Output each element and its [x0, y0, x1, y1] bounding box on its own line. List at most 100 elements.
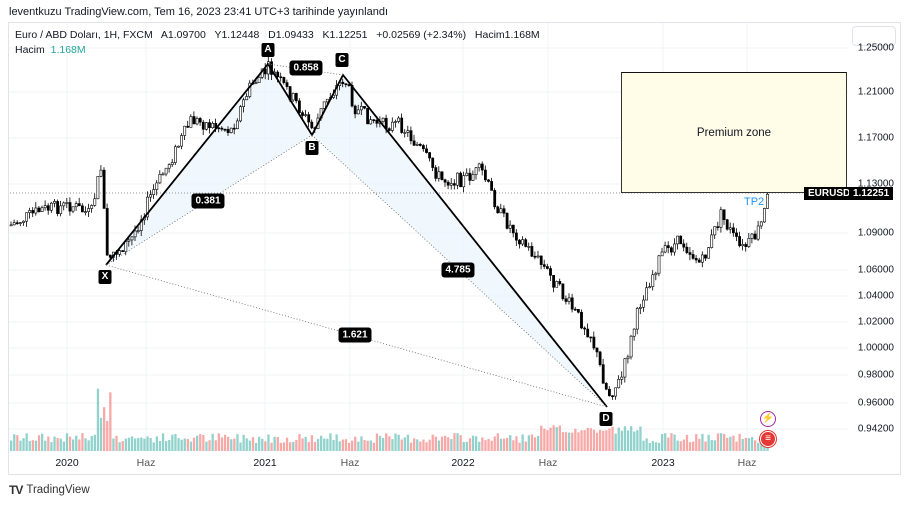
- volume-bar: [552, 425, 555, 451]
- time-tick: Haz: [136, 457, 156, 469]
- volume-bar: [202, 434, 205, 451]
- candle: [449, 183, 453, 186]
- candle: [431, 157, 435, 168]
- candle: [552, 275, 556, 288]
- candle: [297, 100, 301, 113]
- volume-bar: [236, 434, 239, 451]
- candle: [663, 245, 667, 253]
- volume-bar: [310, 435, 313, 451]
- volume-bar: [152, 442, 155, 451]
- time-tick: Haz: [538, 457, 558, 469]
- candle: [490, 181, 494, 191]
- volume-bar: [413, 438, 416, 451]
- candle: [638, 306, 642, 309]
- volume-bar: [106, 420, 109, 451]
- candle: [468, 172, 472, 181]
- volume-bar: [648, 442, 651, 451]
- candle: [425, 148, 428, 153]
- candle: [725, 219, 729, 230]
- volume-bar: [307, 441, 310, 451]
- candle: [682, 243, 686, 248]
- premium-zone[interactable]: Premium zone: [621, 72, 847, 193]
- candle: [77, 203, 81, 207]
- volume-bar: [537, 435, 540, 451]
- candle: [505, 212, 509, 229]
- volume-bar: [757, 442, 760, 451]
- candle: [369, 119, 373, 125]
- tradingview-logo[interactable]: TV TradingView: [9, 483, 90, 497]
- candle: [211, 123, 215, 129]
- candle: [96, 176, 100, 200]
- candle: [731, 227, 735, 234]
- candle: [248, 82, 252, 97]
- candle: [446, 181, 450, 186]
- volume-bar: [453, 433, 456, 451]
- price-tick: 0.94200: [857, 423, 894, 435]
- volume-bar: [754, 440, 757, 451]
- us-flag-icon[interactable]: ≡: [760, 431, 776, 447]
- candle: [65, 202, 69, 204]
- candle: [651, 274, 655, 287]
- lightning-icon[interactable]: ⚡: [760, 411, 776, 427]
- volume-bar: [90, 436, 93, 451]
- volume-bar: [233, 438, 236, 451]
- volume-bar: [636, 430, 639, 451]
- volume-bar: [13, 434, 16, 451]
- volume-legend: Hacim 1.168M: [15, 44, 86, 56]
- chart-frame[interactable]: [8, 22, 901, 475]
- candle: [415, 143, 419, 146]
- candle: [301, 112, 304, 116]
- close-value: K1.12251: [322, 29, 368, 41]
- candle: [452, 183, 456, 186]
- volume-bar: [87, 440, 90, 451]
- candle: [766, 193, 769, 209]
- candle: [366, 107, 370, 125]
- volume-bar: [633, 431, 636, 451]
- candle: [530, 246, 534, 257]
- volume-bar: [564, 432, 568, 451]
- volume-bar: [707, 434, 710, 451]
- volume-bar: [444, 435, 447, 451]
- chart-settings-box[interactable]: [852, 26, 896, 46]
- candle: [474, 167, 478, 175]
- volume-bar: [84, 438, 87, 451]
- tp2-label: TP2: [744, 196, 765, 208]
- candle: [397, 117, 401, 122]
- candle: [390, 121, 394, 131]
- volume-bar: [96, 388, 100, 451]
- candle: [254, 82, 258, 84]
- candle: [744, 244, 748, 247]
- candle: [496, 206, 500, 214]
- candle: [102, 169, 106, 209]
- symbol-name: Euro / ABD Doları, 1H, FXCM: [15, 29, 153, 41]
- candle: [477, 163, 481, 169]
- volume-bar: [506, 437, 509, 451]
- volume-bar: [121, 441, 124, 451]
- volume-bar: [540, 425, 543, 451]
- candle: [524, 239, 528, 247]
- volume-bar: [571, 432, 574, 451]
- volume-bar: [400, 439, 403, 451]
- candle: [99, 169, 103, 177]
- candle: [180, 135, 184, 147]
- candle: [43, 205, 47, 209]
- candle: [527, 246, 531, 248]
- volume-bar: [254, 442, 258, 451]
- volume-bar: [657, 442, 661, 451]
- candle: [37, 207, 41, 213]
- volume-bar: [304, 436, 307, 451]
- volume-bar: [53, 436, 56, 451]
- tv-logo-icon: TV: [9, 483, 23, 497]
- symbol-legend: Euro / ABD Doları, 1H, FXCM A1.09700 Y1.…: [15, 29, 540, 41]
- volume-bar: [115, 435, 118, 451]
- volume-bar: [605, 430, 608, 451]
- volume-bar: [41, 433, 44, 451]
- candle: [356, 109, 360, 115]
- candle: [567, 297, 571, 302]
- candle: [310, 121, 314, 129]
- candle: [756, 225, 760, 240]
- price-tick: 1.21000: [857, 86, 894, 98]
- volume-bar: [211, 433, 214, 451]
- candle: [614, 387, 618, 397]
